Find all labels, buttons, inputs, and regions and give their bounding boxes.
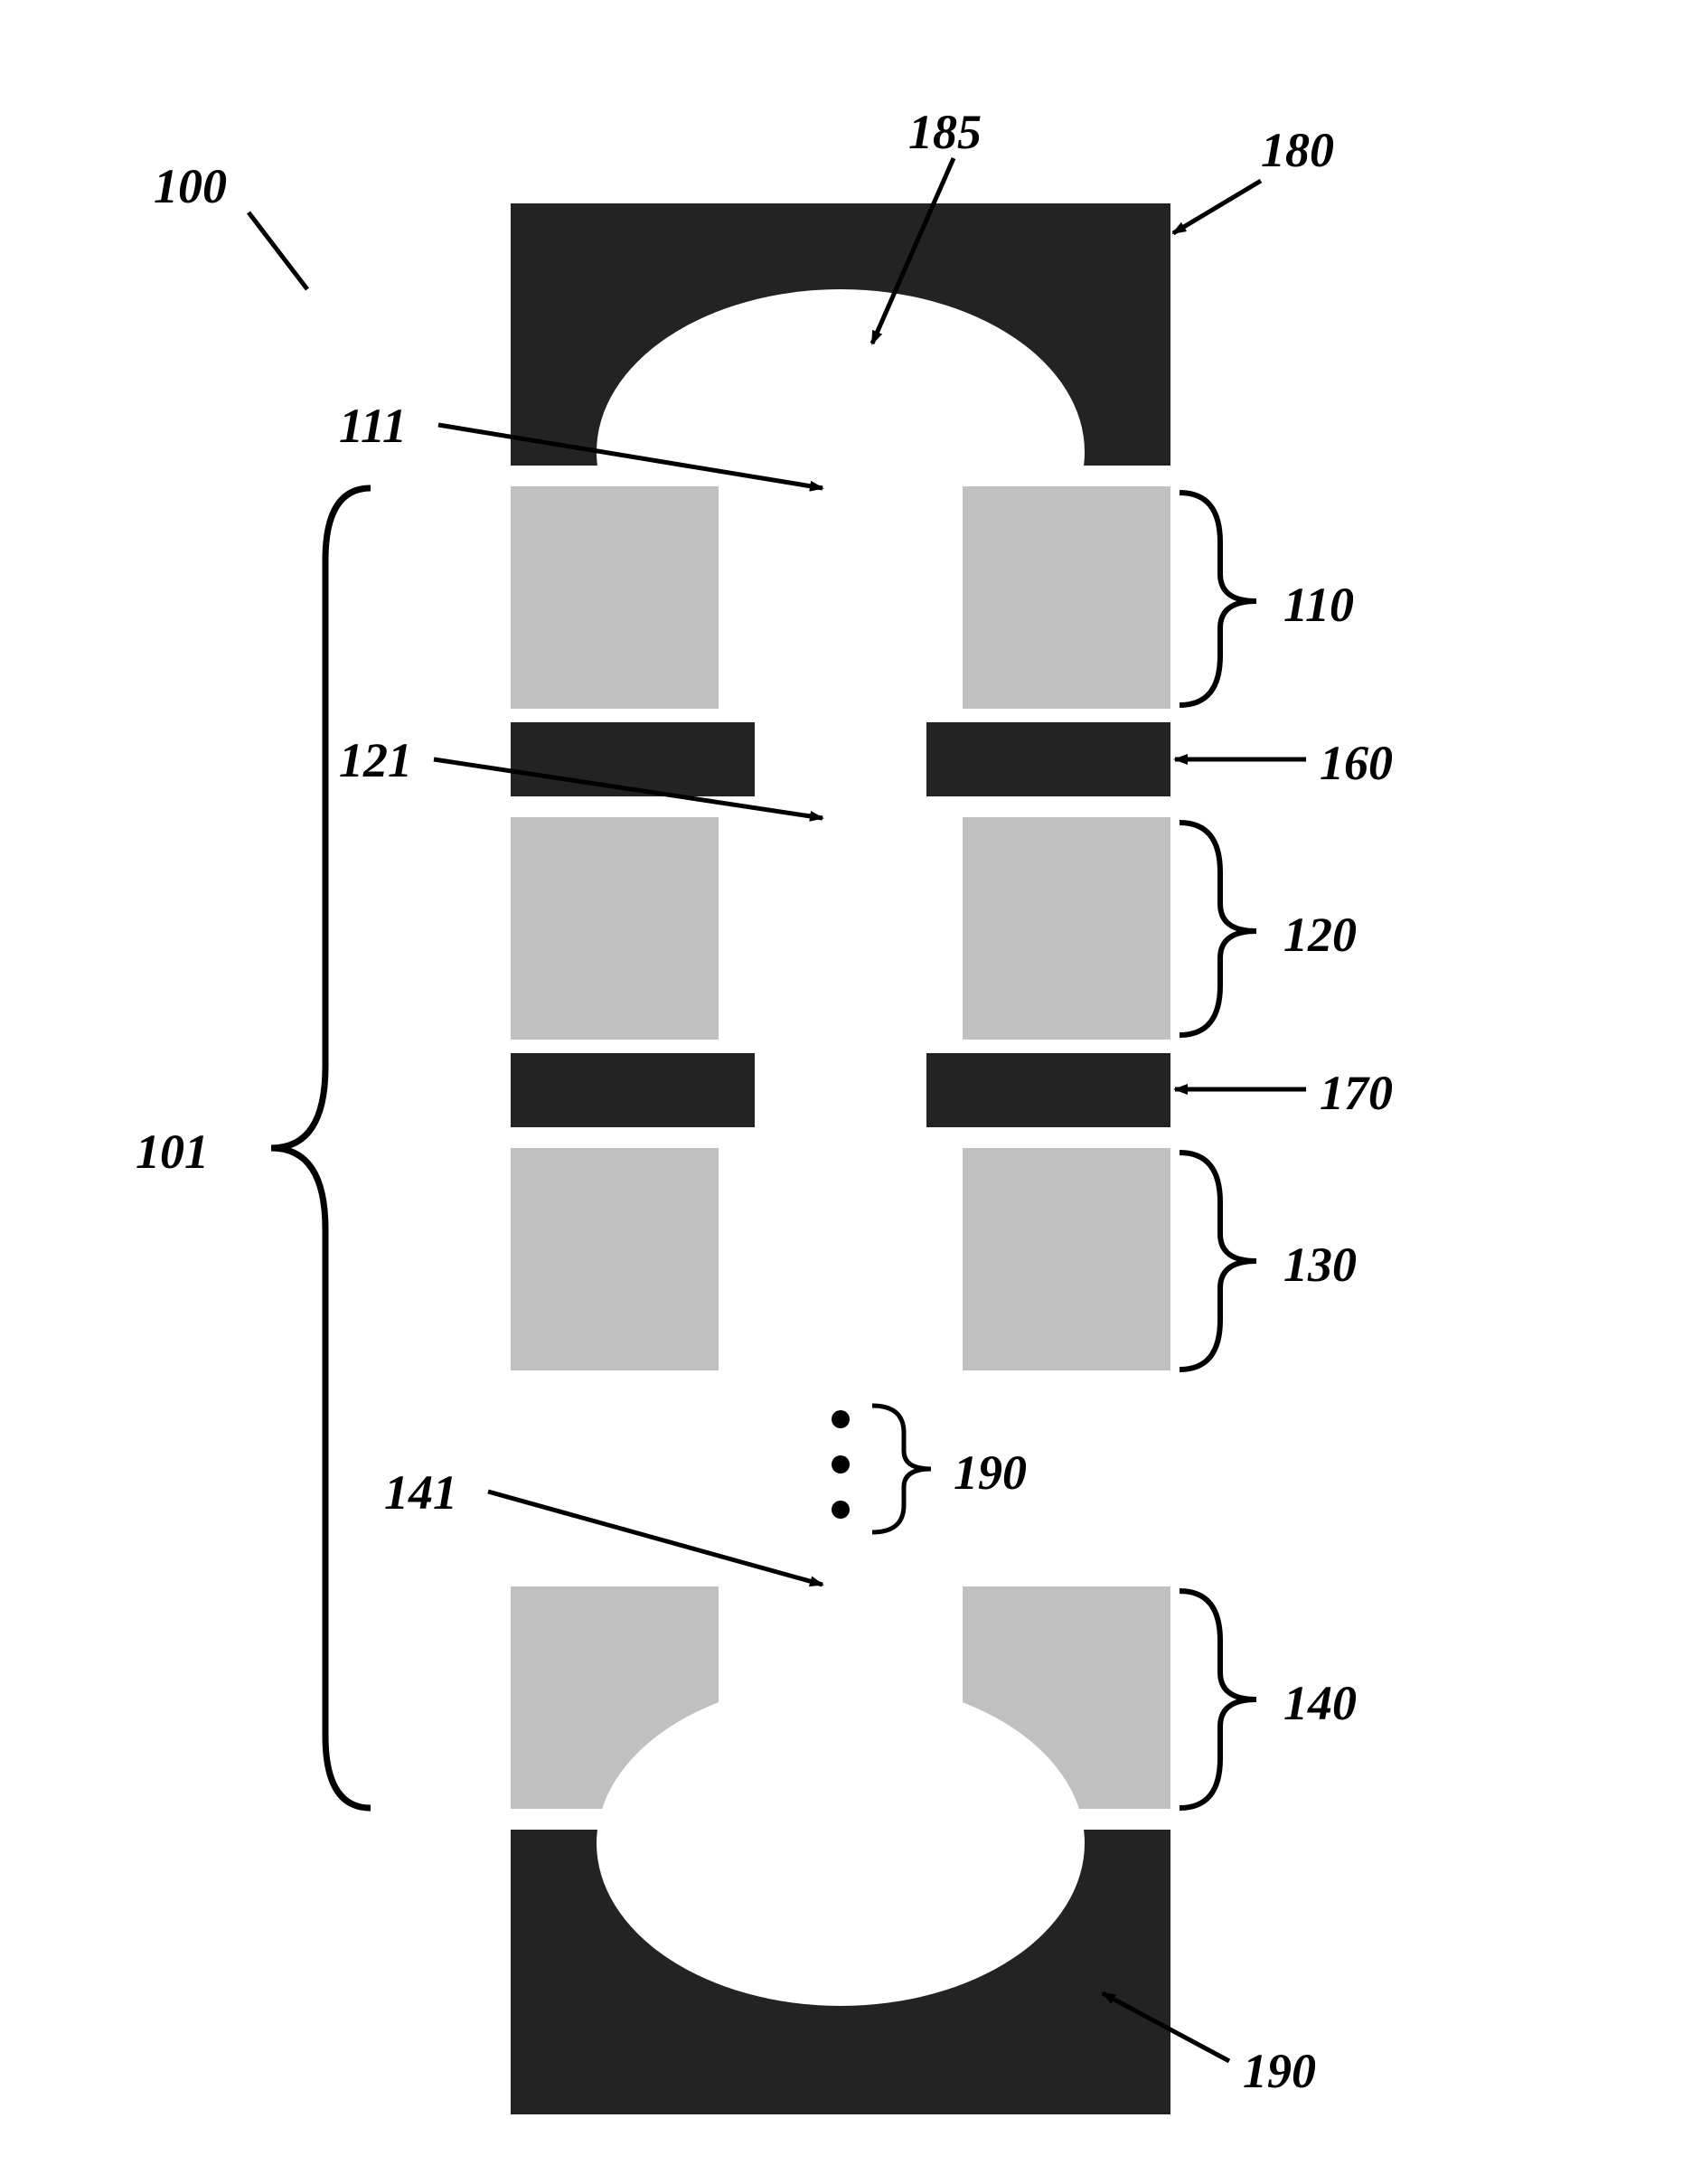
label-120: 120: [1283, 907, 1357, 963]
brace-110: [1180, 493, 1256, 705]
brace-130: [1180, 1153, 1256, 1370]
layer-120-right: [963, 817, 1170, 1040]
label-190-dots: 190: [954, 1445, 1027, 1501]
electrode-170-left: [511, 1053, 755, 1127]
label-185: 185: [908, 104, 982, 160]
label-110: 110: [1283, 577, 1354, 633]
bottom-cap: [511, 1830, 1170, 2114]
tick-100: [249, 212, 307, 289]
label-130: 130: [1283, 1237, 1357, 1293]
layer-120-left: [511, 817, 719, 1040]
label-111: 111: [339, 398, 407, 454]
label-140: 140: [1283, 1675, 1357, 1731]
dot-icon: [832, 1410, 850, 1428]
layer-130: [511, 1148, 1170, 1370]
cross-section-diagram: [511, 203, 1170, 1972]
brace-140: [1180, 1591, 1256, 1808]
brace-120: [1180, 823, 1256, 1035]
label-101: 101: [136, 1124, 209, 1180]
top-cap: [511, 203, 1170, 466]
electrode-160-right: [926, 722, 1170, 796]
label-190-bottom: 190: [1243, 2043, 1316, 2099]
layer-120: [511, 817, 1170, 1040]
dot-icon: [832, 1455, 850, 1473]
continuation-dots: [832, 1410, 850, 1519]
layer-110: [511, 486, 1170, 709]
electrode-170-right: [926, 1053, 1170, 1127]
electrode-170: [511, 1053, 1170, 1127]
label-121: 121: [339, 732, 412, 788]
label-170: 170: [1320, 1065, 1393, 1121]
layer-130-right: [963, 1148, 1170, 1370]
arrow-180: [1173, 181, 1261, 233]
layer-110-right: [963, 486, 1170, 709]
electrode-160-left: [511, 722, 755, 796]
bottom-lens: [597, 1680, 1085, 2006]
label-141: 141: [384, 1464, 457, 1520]
label-160: 160: [1320, 735, 1393, 791]
brace-101: [271, 488, 371, 1808]
electrode-160: [511, 722, 1170, 796]
label-180: 180: [1261, 122, 1334, 178]
dot-icon: [832, 1501, 850, 1519]
layer-110-left: [511, 486, 719, 709]
label-100: 100: [154, 158, 227, 214]
layer-130-left: [511, 1148, 719, 1370]
